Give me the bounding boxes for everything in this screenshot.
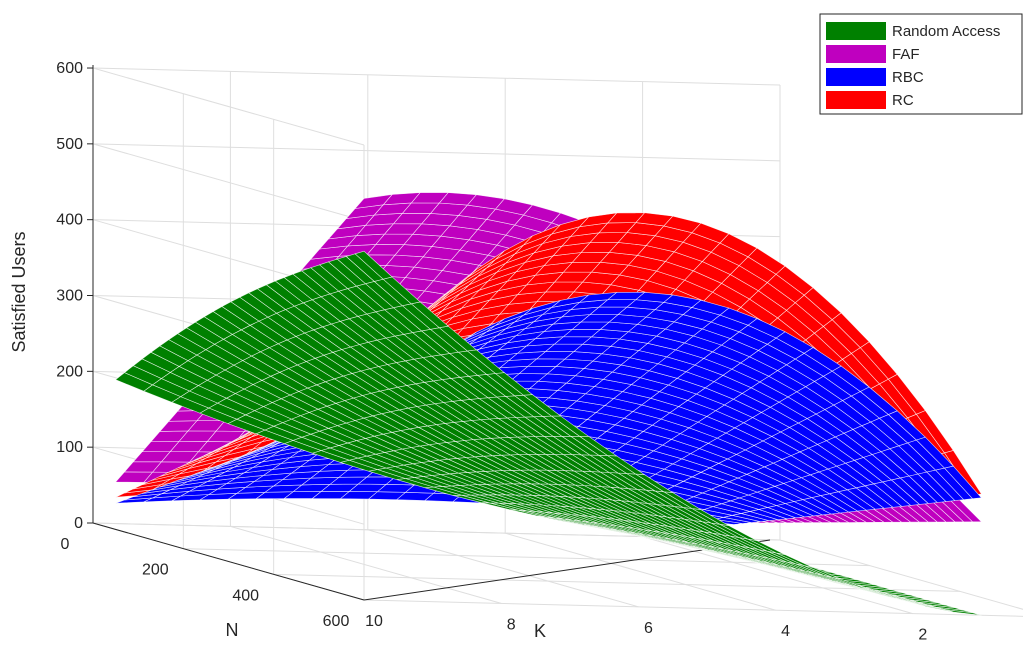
- z-tick-label: 200: [56, 363, 83, 380]
- k-tick-label: 2: [918, 627, 927, 641]
- z-tick-label: 0: [74, 515, 83, 532]
- k-tick-label: 6: [644, 620, 653, 637]
- legend-label: Random Access: [892, 23, 1000, 40]
- n-axis-line: [92, 522, 365, 601]
- z-axis-label: Satisfied Users: [9, 231, 29, 352]
- grid-line-k: [230, 525, 502, 604]
- surface-random-access: [115, 250, 982, 616]
- z-tick-label: 400: [56, 212, 83, 229]
- legend-label: FAF: [892, 46, 920, 63]
- n-tick-label: 600: [323, 613, 350, 630]
- grid-line-z: [92, 143, 365, 222]
- grid-line-z: [92, 143, 781, 162]
- k-tick-label: 10: [365, 613, 383, 630]
- k-tick-label: 4: [781, 623, 790, 640]
- grid-line-z: [92, 67, 781, 86]
- z-tick-label: 100: [56, 439, 83, 456]
- legend-swatch: [826, 91, 886, 109]
- legend-swatch: [826, 68, 886, 86]
- legend: Random Access FAF RBC RC: [819, 13, 1023, 115]
- surface-patch: [354, 250, 393, 280]
- surface-patch: [354, 194, 393, 209]
- k-tick-label: 8: [507, 616, 516, 633]
- grid-line-n: [363, 599, 1023, 617]
- grid-line-k: [505, 532, 776, 611]
- n-tick-label: 200: [142, 562, 169, 579]
- grid-line-n: [183, 548, 871, 567]
- z-tick-label: 300: [56, 288, 83, 305]
- x-axis-label: N: [226, 620, 239, 640]
- legend-swatch: [826, 45, 886, 63]
- grid-line-n: [273, 573, 961, 592]
- grid-line-k: [779, 539, 1023, 610]
- z-tick-label: 600: [56, 60, 83, 77]
- legend-swatch: [826, 22, 886, 40]
- z-tick-label: 500: [56, 136, 83, 153]
- tick-labels: 010020030040050060002004006000246810: [56, 60, 927, 644]
- surfaces: [114, 192, 983, 616]
- grid-line-k: [642, 536, 913, 615]
- legend-label: RBC: [892, 69, 924, 86]
- grid-line-k: [367, 529, 639, 608]
- n-tick-label: 0: [61, 536, 70, 553]
- n-tick-label: 400: [232, 587, 259, 604]
- grid-line-z: [92, 67, 365, 146]
- legend-label: RC: [892, 92, 914, 109]
- y-axis-label: K: [534, 621, 546, 641]
